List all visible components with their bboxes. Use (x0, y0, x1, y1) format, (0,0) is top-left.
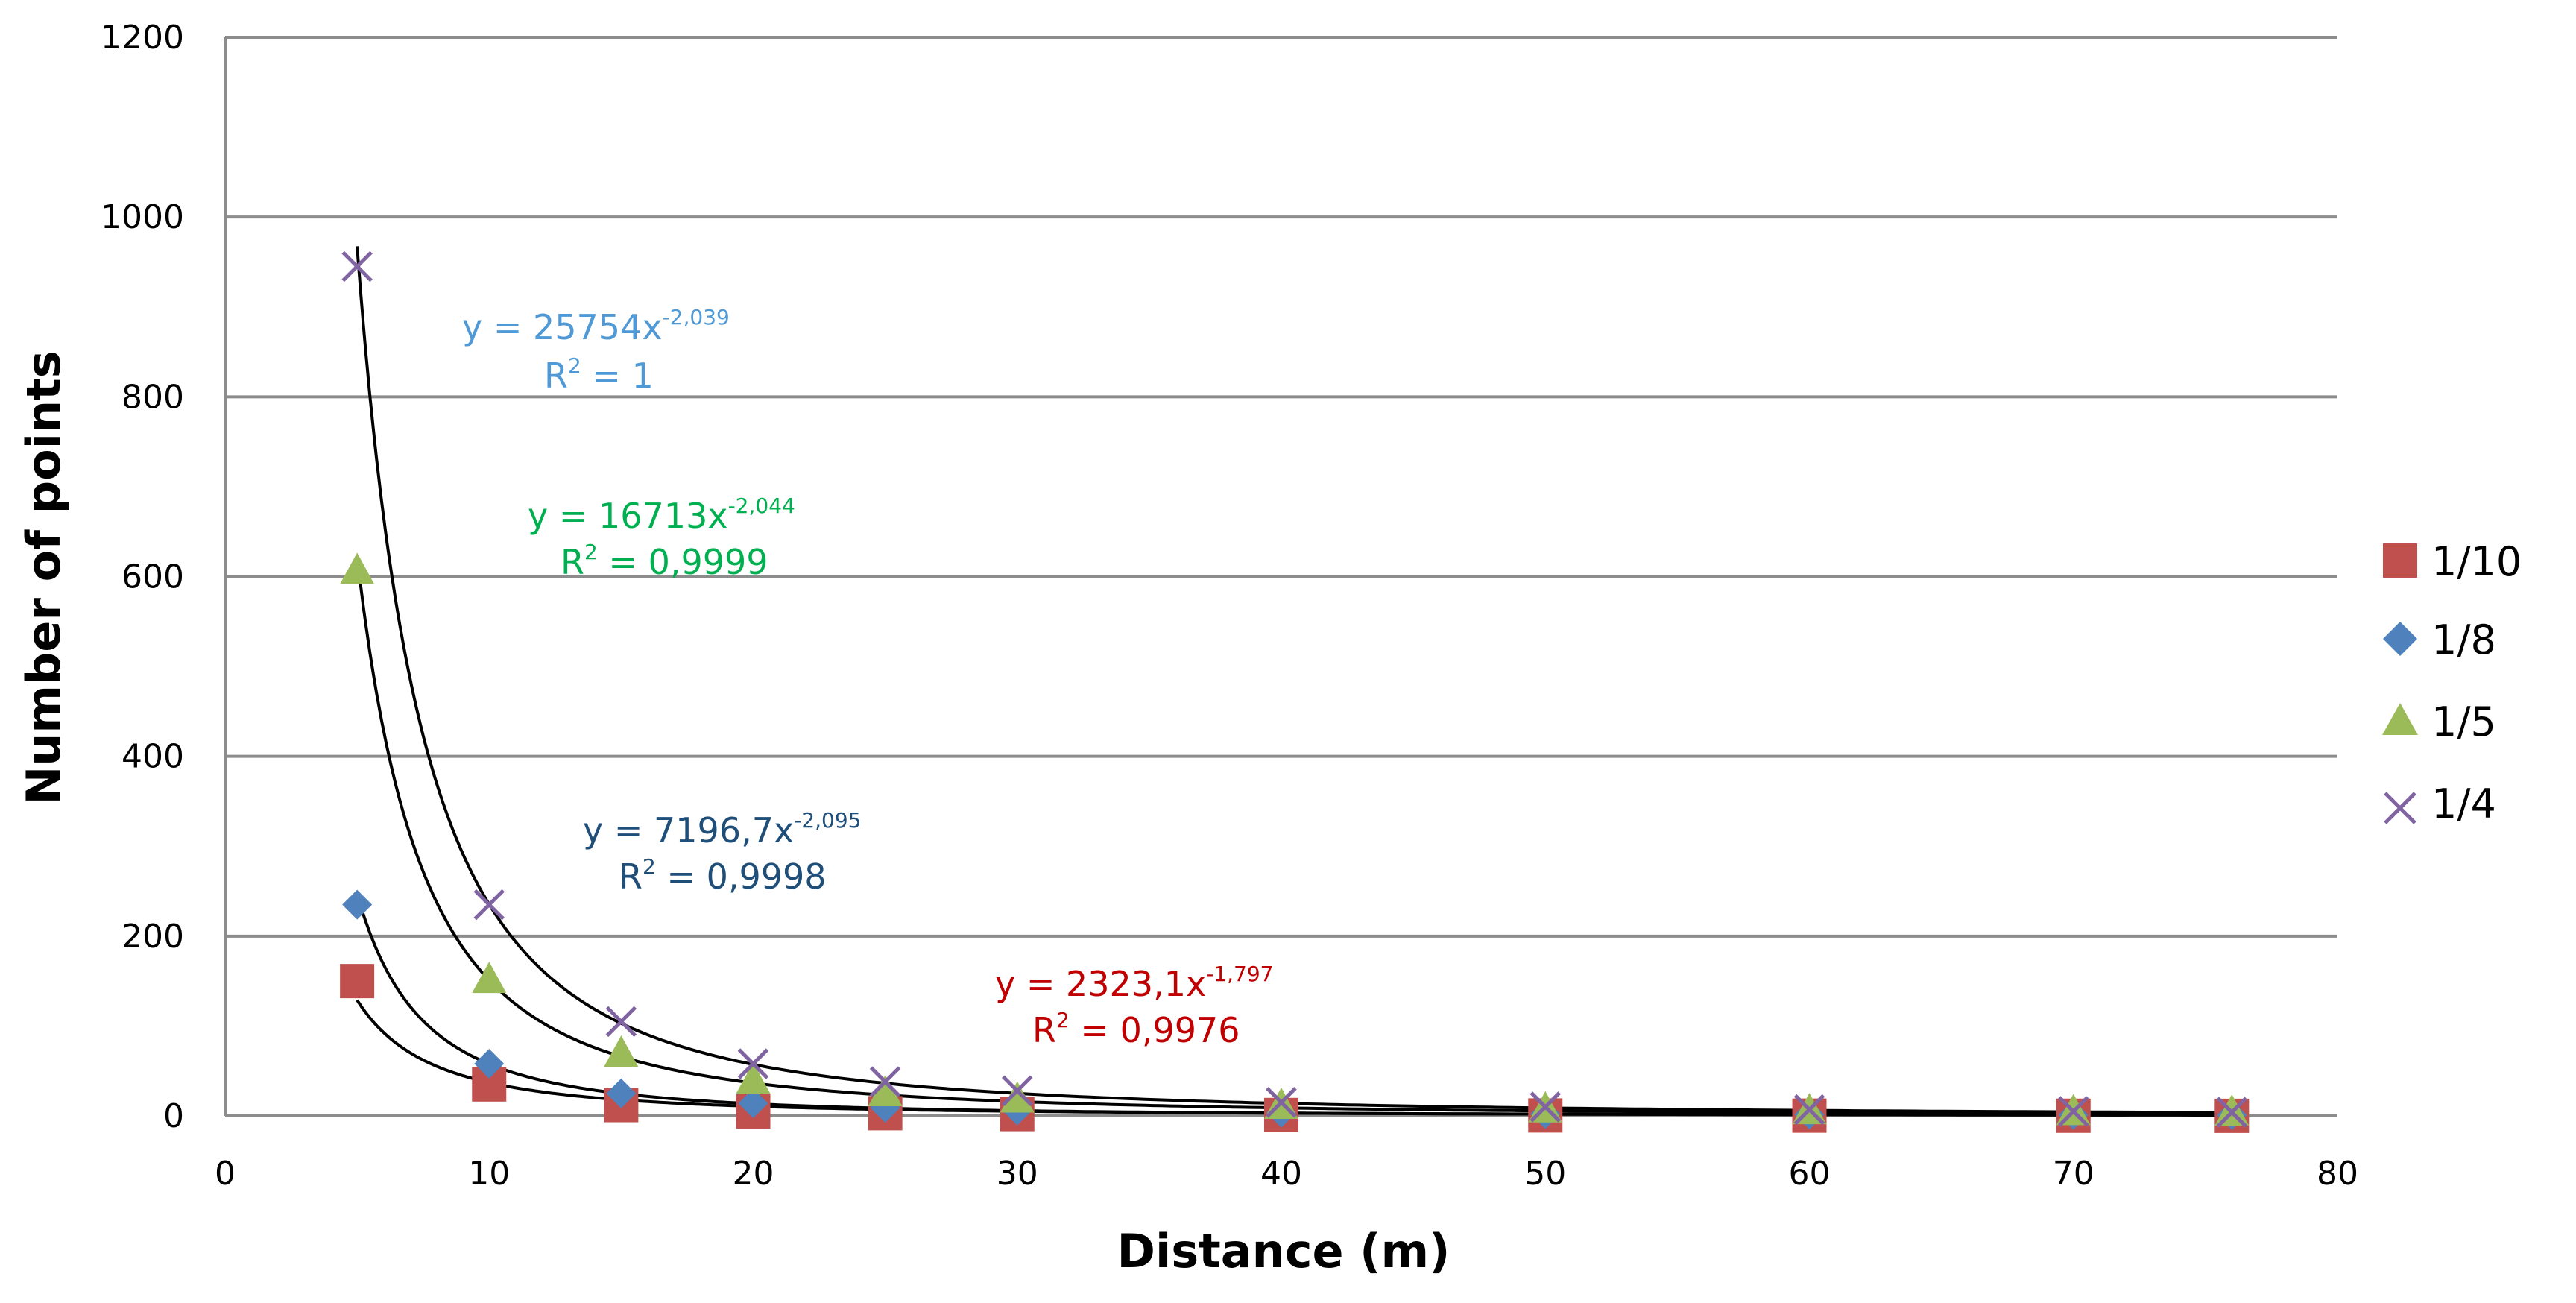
data-point-x (737, 1048, 769, 1079)
legend-marker-diamond (2383, 622, 2417, 656)
r2-exponent: 2 (643, 854, 656, 879)
y-tick-label: 600 (121, 558, 184, 596)
equation-text-1-4: y = 25754x-2,039 (462, 305, 730, 347)
equation-text-1-8: y = 7196,7x-2,095 (583, 808, 861, 851)
data-point-x (473, 889, 505, 921)
legend-item-1-10: 1/10 (2383, 538, 2522, 585)
data-point-x (1266, 1087, 1297, 1118)
r2-exponent: 2 (1056, 1008, 1070, 1032)
data-markers (340, 250, 2250, 1133)
x-tick-label: 0 (215, 1155, 236, 1193)
r-squared-text-1-8: R2 = 0,9998 (619, 854, 827, 897)
equation-exponent: -1,797 (1206, 962, 1273, 986)
legend: 1/10 1/8 1/5 1/4 (2382, 538, 2522, 827)
y-tick-label: 1200 (101, 19, 184, 57)
legend-label: 1/5 (2431, 698, 2496, 745)
y-tick-label: 800 (121, 378, 184, 416)
y-tick-label: 400 (121, 738, 184, 776)
equation-exponent: -2,095 (794, 808, 861, 833)
data-point-triangle (736, 1062, 771, 1094)
r2-value: = 0,9976 (1070, 1010, 1240, 1050)
equation-main: y = 16713x (528, 496, 728, 536)
data-point-triangle (340, 552, 375, 584)
x-tick-label: 80 (2317, 1155, 2358, 1193)
legend-item-1-8: 1/8 (2383, 616, 2496, 663)
equation-1-10: y = 2323,1x-1,797 R2 = 0,9976 (995, 962, 1273, 1050)
x-tick-label: 40 (1260, 1155, 1302, 1193)
legend-marker-square (2383, 543, 2417, 578)
r2-value: = 0,9998 (656, 856, 827, 897)
equation-exponent: -2,039 (663, 305, 730, 329)
r2-value: = 0,9999 (598, 542, 768, 582)
legend-label: 1/4 (2431, 780, 2496, 827)
trendline-1-4 (356, 246, 2232, 1114)
trendline-1-8 (356, 893, 2232, 1117)
legend-marker-triangle (2382, 703, 2418, 735)
r2-exponent: 2 (584, 540, 598, 564)
data-point-triangle (472, 962, 507, 994)
trendline-1-5 (356, 555, 2232, 1116)
data-point-x (2057, 1096, 2089, 1127)
equation-text-1-10: y = 2323,1x-1,797 (995, 962, 1273, 1004)
equation-main: y = 2323,1x (995, 964, 1206, 1004)
legend-item-1-4: 1/4 (2384, 780, 2496, 827)
x-axis-title: Distance (m) (1117, 1224, 1450, 1278)
x-tick-label: 30 (997, 1155, 1038, 1193)
x-tick-label: 50 (1524, 1155, 1566, 1193)
y-tick-labels: 0 200 400 600 800 1000 1200 (101, 19, 184, 1135)
data-point-x (341, 250, 373, 283)
data-point-triangle (1000, 1081, 1035, 1113)
series-1-4 (341, 250, 2248, 1128)
equation-exponent: -2,044 (728, 493, 795, 518)
y-tick-label: 1000 (101, 198, 184, 236)
equation-1-5: y = 16713x-2,044 R2 = 0,9999 (528, 493, 795, 582)
equation-text-1-5: y = 16713x-2,044 (528, 493, 795, 536)
legend-item-1-5: 1/5 (2382, 698, 2496, 745)
gridlines (224, 36, 2337, 1117)
data-point-x (869, 1066, 901, 1097)
equation-main: y = 7196,7x (583, 810, 794, 851)
x-tick-label: 60 (1789, 1155, 1831, 1193)
data-point-triangle (868, 1075, 903, 1107)
y-tick-label: 200 (121, 918, 184, 956)
equation-1-4: y = 25754x-2,039 R2 = 1 (462, 305, 730, 396)
data-point-diamond (474, 1049, 505, 1079)
r2-label: R (561, 542, 584, 582)
series-1-8 (342, 889, 2247, 1130)
legend-label: 1/8 (2431, 616, 2496, 663)
r-squared-text-1-5: R2 = 0,9999 (561, 540, 768, 582)
equation-main: y = 25754x (462, 307, 663, 347)
data-point-x (1793, 1094, 1825, 1126)
equation-1-8: y = 7196,7x-2,095 R2 = 0,9998 (583, 808, 861, 897)
r-squared-text-1-10: R2 = 0,9976 (1032, 1008, 1240, 1050)
r-squared-text-1-4: R2 = 1 (544, 353, 654, 396)
r2-label: R (619, 856, 643, 897)
x-tick-label: 70 (2053, 1155, 2094, 1193)
data-point-diamond (738, 1088, 768, 1119)
data-point-x (605, 1006, 637, 1038)
legend-marker-x (2384, 792, 2416, 824)
x-tick-label: 10 (468, 1155, 510, 1193)
trendlines (356, 246, 2232, 1117)
data-point-x (1001, 1075, 1033, 1107)
r2-value: = 1 (581, 356, 654, 396)
data-point-square (340, 964, 375, 999)
r2-exponent: 2 (568, 353, 581, 378)
r2-label: R (544, 356, 568, 396)
x-tick-label: 20 (733, 1155, 774, 1193)
y-axis-title: Number of points (16, 350, 71, 804)
data-point-diamond (342, 889, 373, 920)
data-point-diamond (606, 1078, 637, 1108)
y-tick-label: 0 (163, 1097, 184, 1135)
data-point-triangle (604, 1035, 639, 1067)
data-point-x (2216, 1097, 2248, 1128)
legend-label: 1/10 (2431, 538, 2522, 585)
data-point-x (1530, 1091, 1562, 1123)
r2-label: R (1032, 1010, 1056, 1050)
x-tick-labels: 0 10 20 30 40 50 60 70 80 (215, 1155, 2358, 1193)
